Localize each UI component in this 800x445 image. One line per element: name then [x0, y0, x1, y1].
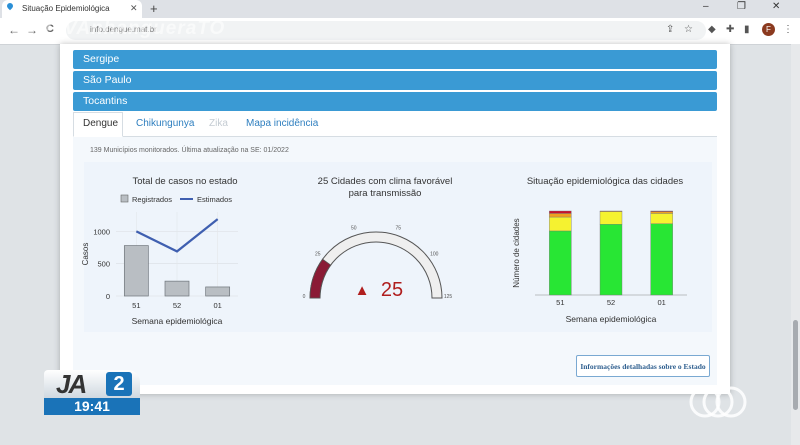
situation-chart: 51 52 01 Número de cidades Semana epidemioló…	[512, 210, 687, 324]
x-tick-label: 01	[213, 301, 221, 310]
bar-segment-52-0	[599, 224, 623, 296]
bar-segment-51-3	[549, 210, 572, 214]
climate-gauge: 0 25 50 75 100 125 ▲ 25	[303, 226, 453, 301]
bar-segment-01-2	[650, 211, 673, 214]
gauge-title-line2: para transmissão	[348, 188, 422, 199]
details-button[interactable]: Informações detalhadas sobre o Estado	[576, 355, 710, 377]
gauge-value: 25	[381, 279, 403, 301]
tab-chikungunya[interactable]: Chikungunya	[136, 118, 195, 129]
x-tick-label: 52	[173, 301, 181, 310]
gauge-track	[309, 231, 443, 299]
x-axis-label: Semana epidemiológica	[132, 316, 223, 326]
y-tick-label: 1000	[93, 227, 110, 236]
situation-chart-title: Situação epidemiológica das cidades	[526, 176, 684, 187]
gauge-tick-label: 25	[315, 252, 321, 258]
tv-watermark: #TVAnhangueraTO	[40, 18, 226, 39]
page-scrollbar[interactable]	[791, 44, 800, 445]
accordion-sergipe[interactable]: Sergipe	[73, 50, 717, 69]
bar-segment-01-3	[650, 210, 673, 212]
bar-segment-01-1	[650, 213, 673, 224]
close-tab-icon[interactable]: ✕	[130, 3, 138, 13]
gauge-fill	[309, 258, 332, 299]
broadcaster-logo-icon	[689, 386, 747, 418]
x-tick-label: 52	[607, 298, 615, 307]
y-tick-label: 500	[97, 260, 110, 269]
gauge-tick-label: 50	[351, 226, 357, 232]
bar-registrados-51	[123, 245, 149, 297]
bar-registrados-01	[205, 286, 231, 297]
share-icon[interactable]: ⇪	[666, 24, 675, 35]
accordion-sao-paulo[interactable]: São Paulo	[73, 71, 717, 90]
x-tick-label: 01	[657, 298, 665, 307]
gauge-tick-label: 75	[395, 226, 401, 232]
back-icon[interactable]: ←	[8, 23, 20, 37]
legend-estimados-label: Estimados	[197, 195, 232, 204]
close-window-icon[interactable]: ✕	[772, 1, 781, 12]
bar-segment-51-0	[549, 230, 572, 296]
tab-mapa-incidencia[interactable]: Mapa incidência	[246, 118, 319, 129]
bar-segment-52-1	[599, 211, 623, 225]
y-axis-label: Número de cidades	[512, 218, 521, 287]
active-tab-outline	[73, 112, 123, 137]
tab-dengue[interactable]: Dengue	[83, 118, 119, 129]
legend-registrados-label: Registrados	[132, 195, 172, 204]
broadcast-clock: 19:41	[44, 398, 140, 415]
bar-registrados-52	[164, 280, 190, 297]
program-name: JA	[56, 369, 87, 399]
bar-segment-01-0	[650, 223, 673, 296]
bar-segment-51-2	[549, 213, 572, 218]
y-axis-label: Casos	[81, 243, 90, 266]
forward-icon[interactable]: →	[26, 23, 38, 37]
new-tab-button[interactable]: +	[150, 1, 158, 16]
address-bar[interactable]	[66, 21, 706, 40]
profile-avatar[interactable]: F	[762, 23, 775, 36]
legend-registrados-swatch	[120, 194, 129, 203]
gauge-title-line1: 25 Cidades com clima favorável	[317, 176, 453, 187]
bar-segment-52-2	[599, 210, 623, 212]
gauge-tick-label: 0	[303, 294, 306, 300]
x-tick-label: 51	[556, 298, 564, 307]
bookmark-star-icon[interactable]: ☆	[684, 24, 693, 35]
sidebar-icon[interactable]: ▮	[744, 24, 750, 35]
accordion-tocantins[interactable]: Tocantins	[73, 92, 717, 111]
puzzle-icon[interactable]: ✚	[726, 24, 735, 35]
gauge-tick-label: 125	[444, 294, 453, 300]
scrollbar-thumb[interactable]	[793, 320, 798, 410]
browser-tab-title: Situação Epidemiológica	[22, 4, 110, 13]
bar-segment-51-1	[549, 216, 572, 232]
program-edition: 2	[106, 372, 132, 396]
line-estimados	[135, 218, 219, 253]
cases-chart-title: Total de casos no estado	[132, 176, 238, 187]
x-tick-label: 51	[132, 301, 140, 310]
url-text: info.dengue.mat.br	[90, 25, 157, 34]
restore-icon[interactable]: ❐	[737, 1, 746, 12]
monitoring-info: 139 Municípios monitorados. Última atual…	[90, 147, 289, 154]
minimize-icon[interactable]: –	[703, 1, 709, 12]
gauge-indicator-icon: ▲	[355, 282, 370, 299]
disease-tabs	[73, 112, 717, 137]
browser-tab-bar	[0, 0, 800, 18]
tab-zika: Zika	[209, 118, 228, 129]
browser-tab[interactable]: Situação Epidemiológica	[2, 0, 142, 18]
extension-icon[interactable]: ◆	[708, 24, 716, 35]
x-axis-label: Semana epidemiológica	[566, 314, 657, 324]
reload-icon[interactable]: C	[46, 23, 54, 35]
menu-kebab-icon[interactable]: ⋮	[783, 24, 793, 35]
gauge-tick-label: 100	[430, 252, 439, 258]
y-tick-label: 0	[106, 292, 110, 301]
